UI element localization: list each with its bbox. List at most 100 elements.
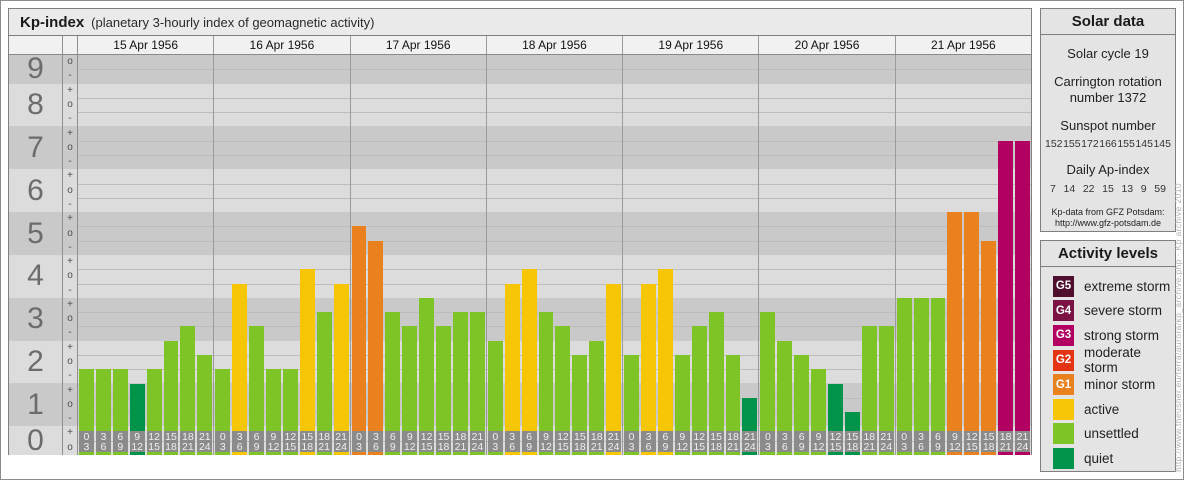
interval-hour: 21 xyxy=(471,430,484,443)
interval-hour: 9 xyxy=(935,440,941,453)
interval-hour: 21 xyxy=(1016,430,1029,443)
time-interval-label: 18 21 xyxy=(725,431,741,452)
kp-sublevel-gridline xyxy=(78,226,1031,228)
kp-slot: 21 24 xyxy=(605,55,622,455)
interval-hour: 21 xyxy=(744,430,756,443)
time-interval-label: 12 15 xyxy=(146,430,162,452)
kp-sublevel-sign: - xyxy=(68,70,72,82)
interval-hour: 24 xyxy=(471,440,484,453)
kp-sublevel-sign: + xyxy=(67,170,73,182)
legend-label: severe storm xyxy=(1084,303,1163,319)
interval-hour: 18 xyxy=(301,440,314,453)
kp-slot: 15 18 xyxy=(844,55,861,455)
interval-hour: 15 xyxy=(982,430,995,443)
kp-slot: 18 21 xyxy=(861,55,878,455)
kp-axis-tick-label: 0 xyxy=(27,423,44,457)
kp-bar-4- xyxy=(641,283,656,455)
G3-color-swatch: G3 xyxy=(1053,324,1074,346)
G4-color-swatch: G4 xyxy=(1053,300,1074,322)
kp-bar-4- xyxy=(333,283,349,455)
interval-hour: 6 xyxy=(798,430,805,443)
time-interval-label: 9 12 xyxy=(674,430,690,452)
kp-sublevel-sign: - xyxy=(68,113,72,125)
interval-hour: 3 xyxy=(83,440,90,453)
kp-sign-band-9: o- xyxy=(63,55,77,84)
kp-bar-3+ xyxy=(913,297,929,455)
kp-sublevel-sign: o xyxy=(67,441,73,453)
interval-hour: 3 xyxy=(373,430,379,443)
time-interval-label: 9 12 xyxy=(811,431,827,452)
interval-hour: 15 xyxy=(846,430,859,443)
interval-hour: 18 xyxy=(863,430,876,443)
legend-row-severe-storm: G4 severe storm xyxy=(1053,299,1175,324)
kp-sublevel-gridline xyxy=(78,112,1031,114)
kp-sublevel-gridline xyxy=(78,283,1031,285)
sunspot-value: 152 xyxy=(1045,138,1063,150)
interval-hour: 24 xyxy=(607,440,620,453)
interval-hour: 18 xyxy=(710,440,722,453)
kp-axis-band-8: 8 xyxy=(9,83,62,127)
kp-slot: 21 24 xyxy=(1014,55,1031,455)
time-interval-label: 21 24 xyxy=(469,430,485,453)
active-color-swatch xyxy=(1053,398,1074,420)
kp-slot: 18 21 xyxy=(725,55,742,455)
interval-hour: 12 xyxy=(148,430,160,443)
interval-hour: 18 xyxy=(437,440,450,453)
kp-bar-4o xyxy=(299,269,315,455)
kp-sublevel-sign: o xyxy=(67,56,73,68)
gfz-potsdam-link[interactable]: http://www.gfz-potsdam.de xyxy=(1054,218,1162,228)
kp-axis-band-7: 7 xyxy=(9,126,62,170)
watermark-url: http://www.theusner.eu/terra/aurora/kp_a… xyxy=(1173,183,1183,472)
kp-axis-band-4: 4 xyxy=(9,254,62,298)
kp-slot: 9 12 xyxy=(810,55,827,455)
interval-hour: 6 xyxy=(236,440,243,453)
kp-axis-signs: o - + o - + o - + o - + o - + o - + o - + o - + o - + o xyxy=(63,55,77,455)
interval-hour: 12 xyxy=(540,440,552,453)
legend-row-quiet: quiet xyxy=(1053,446,1175,471)
kp-bar-3+ xyxy=(896,297,912,455)
interval-hour: 12 xyxy=(965,430,978,443)
kp-sign-band-4: + o - xyxy=(63,254,77,298)
kp-slot: 21 24 xyxy=(196,55,213,455)
interval-hour: 9 xyxy=(526,440,533,453)
interval-hour: 0 xyxy=(628,430,635,443)
kp-slot: 18 21 xyxy=(316,55,333,455)
interval-hour: 9 xyxy=(679,430,686,443)
interval-hour: 0 xyxy=(492,430,499,443)
kp-bar-7o xyxy=(1015,140,1030,455)
legend-label: minor storm xyxy=(1084,377,1156,393)
kp-sublevel-sign: o xyxy=(67,313,73,325)
kp-bar-3o xyxy=(760,312,776,455)
kp-sublevel-sign: o xyxy=(67,141,73,153)
interval-hour: 3 xyxy=(764,440,771,453)
interval-hour: 12 xyxy=(267,440,280,453)
G1-color-swatch: G1 xyxy=(1053,374,1074,396)
time-interval-label: 12 15 xyxy=(282,431,298,452)
interval-hour: 6 xyxy=(373,440,379,453)
kp-slot: 15 18 xyxy=(571,55,588,455)
unsettled-color-swatch xyxy=(1053,423,1074,445)
kp-axis-band-2: 2 xyxy=(9,340,62,384)
interval-hour: 21 xyxy=(335,430,347,443)
kp-axis-band-3: 3 xyxy=(9,297,62,341)
kp-bar-3o xyxy=(385,312,401,455)
kp-bar-2+ xyxy=(163,340,179,455)
day-column-17-Apr-1956: 0 3 3 6 6 9 9 12 12 15 15 18 18 21 21 24 xyxy=(351,55,487,455)
time-interval-label: 15 18 xyxy=(299,431,315,453)
time-interval-label: 21 24 xyxy=(333,430,349,452)
kp-bar-3o xyxy=(316,312,332,455)
interval-hour: 3 xyxy=(509,430,516,443)
ap-value: 7 xyxy=(1050,183,1056,195)
kp-sublevel-sign: + xyxy=(67,341,73,353)
